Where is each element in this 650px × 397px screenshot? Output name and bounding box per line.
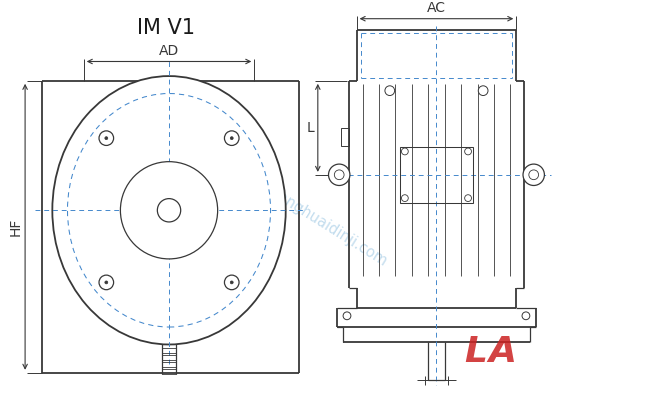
Text: L: L: [306, 121, 314, 135]
Circle shape: [230, 137, 233, 140]
Text: A: A: [488, 335, 516, 369]
Circle shape: [465, 195, 471, 202]
Bar: [162, 349, 176, 353]
Circle shape: [334, 170, 344, 180]
Bar: [400, 146, 473, 203]
Circle shape: [465, 148, 471, 155]
Text: L: L: [464, 335, 487, 369]
Circle shape: [99, 275, 114, 290]
Ellipse shape: [157, 198, 181, 222]
Ellipse shape: [120, 162, 218, 259]
Text: www.jianghuaidinji.com: www.jianghuaidinji.com: [234, 165, 390, 270]
Bar: [162, 362, 176, 367]
Circle shape: [523, 164, 545, 185]
Circle shape: [105, 137, 108, 140]
Ellipse shape: [52, 76, 286, 345]
Circle shape: [522, 312, 530, 320]
Circle shape: [478, 86, 488, 96]
Circle shape: [343, 312, 351, 320]
Text: HF: HF: [8, 218, 22, 236]
Circle shape: [402, 195, 408, 202]
Circle shape: [529, 170, 539, 180]
Bar: [162, 355, 176, 360]
Circle shape: [230, 281, 233, 284]
Text: IM V1: IM V1: [137, 18, 195, 39]
Text: AD: AD: [159, 44, 179, 58]
Circle shape: [99, 131, 114, 145]
Text: AC: AC: [427, 1, 446, 15]
Circle shape: [224, 275, 239, 290]
Circle shape: [385, 86, 395, 96]
Circle shape: [224, 131, 239, 145]
Bar: [162, 369, 176, 374]
Bar: [341, 128, 349, 146]
Circle shape: [328, 164, 350, 185]
Circle shape: [402, 148, 408, 155]
Circle shape: [105, 281, 108, 284]
